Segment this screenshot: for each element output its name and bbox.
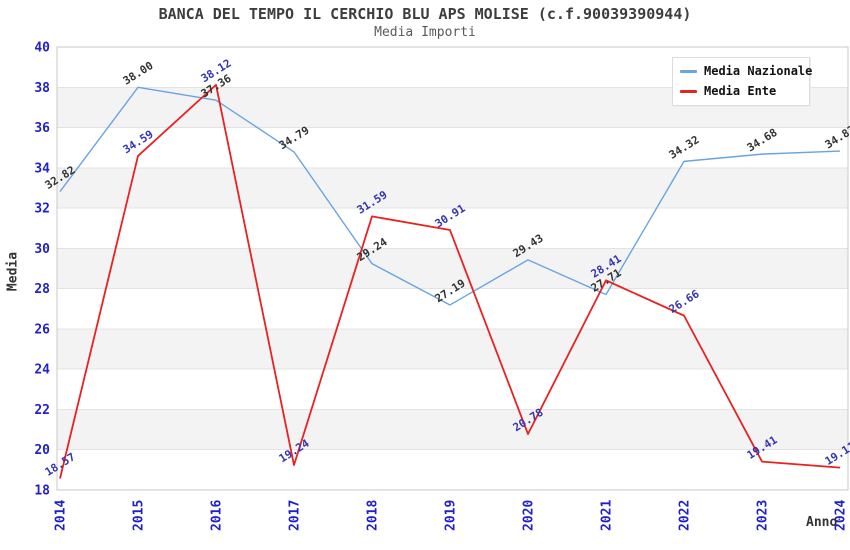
- chart-title: BANCA DEL TEMPO IL CERCHIO BLU APS MOLIS…: [158, 5, 692, 23]
- plot-band: [57, 409, 848, 450]
- y-tick-label: 28: [34, 282, 50, 297]
- x-tick-label: 2024: [834, 500, 849, 531]
- plot-band: [57, 369, 848, 410]
- x-tick-label: 2015: [132, 500, 147, 531]
- legend-label: Media Nazionale: [704, 64, 813, 78]
- legend-label: Media Ente: [704, 84, 777, 98]
- y-tick-label: 36: [34, 121, 50, 136]
- y-tick-label: 40: [34, 41, 50, 56]
- plot-band: [57, 167, 848, 209]
- plot-band: [57, 288, 848, 329]
- x-tick-label: 2014: [54, 500, 69, 531]
- y-tick-label: 34: [34, 161, 50, 176]
- legend-swatch-ente-icon: [680, 90, 697, 93]
- x-axis-title: Anno: [806, 515, 838, 530]
- plot-band: [57, 127, 848, 168]
- y-tick-label: 30: [34, 242, 50, 257]
- y-tick-label: 20: [34, 443, 50, 458]
- legend-item-media-nazionale: Media Nazionale: [680, 65, 812, 78]
- plot-border: [56, 46, 849, 491]
- legend-swatch-nazionale-icon: [680, 70, 697, 73]
- legend-item-media-ente: Media Ente: [680, 85, 803, 98]
- plot-band: [57, 449, 848, 490]
- legend: Media Nazionale Media Ente: [672, 57, 812, 106]
- chart-subtitle: Media Importi: [374, 25, 476, 40]
- series-line-media-nazionale: [59, 86, 841, 306]
- x-tick-label: 2017: [288, 500, 303, 531]
- y-tick-label: 18: [34, 484, 50, 499]
- x-tick-label: 2020: [522, 500, 537, 531]
- x-tick-label: 2019: [444, 500, 459, 531]
- y-tick-label: 38: [34, 81, 50, 96]
- y-tick-label: 24: [34, 363, 50, 378]
- x-tick-label: 2018: [366, 500, 381, 531]
- y-tick-label: 32: [34, 202, 50, 217]
- plot-band: [57, 328, 848, 370]
- y-axis-title: Media: [5, 251, 21, 292]
- series-line-media-ente: [59, 83, 841, 479]
- x-tick-label: 2023: [756, 500, 771, 531]
- y-tick-label: 22: [34, 403, 50, 418]
- x-tick-label: 2016: [210, 500, 225, 531]
- x-tick-label: 2022: [678, 500, 693, 531]
- x-tick-label: 2021: [600, 500, 615, 531]
- plot-band: [57, 248, 848, 289]
- y-tick-label: 26: [34, 322, 50, 337]
- plot-band: [57, 208, 848, 249]
